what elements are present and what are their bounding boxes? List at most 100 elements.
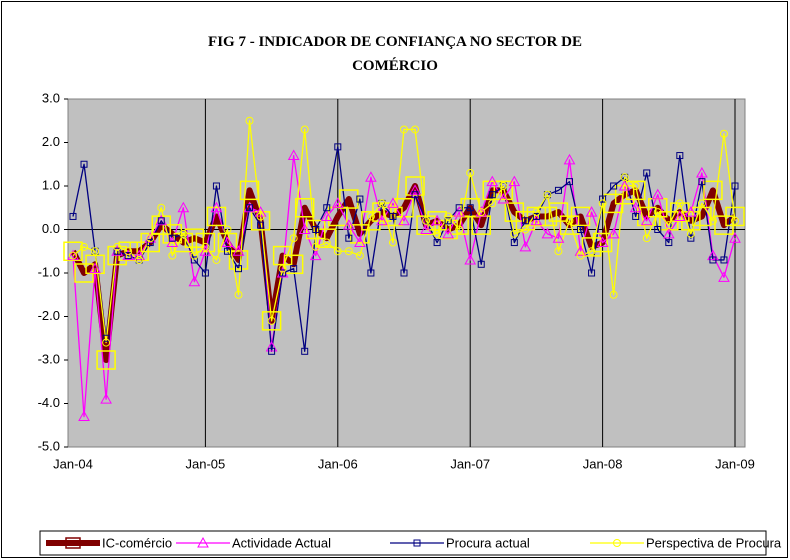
marker bbox=[168, 251, 177, 260]
marker bbox=[144, 232, 157, 243]
marker bbox=[184, 228, 205, 248]
marker bbox=[89, 262, 101, 274]
marker bbox=[455, 225, 464, 234]
marker bbox=[685, 206, 697, 217]
marker bbox=[642, 234, 651, 243]
y-tick-label: 0.0 bbox=[42, 221, 60, 236]
marker bbox=[493, 180, 514, 201]
marker bbox=[453, 206, 466, 217]
marker bbox=[124, 247, 133, 256]
marker bbox=[355, 251, 364, 260]
marker bbox=[177, 201, 190, 213]
marker bbox=[563, 153, 576, 165]
marker bbox=[422, 216, 431, 225]
marker bbox=[433, 229, 442, 238]
marker bbox=[651, 188, 664, 200]
marker bbox=[698, 178, 706, 186]
marker bbox=[521, 225, 530, 234]
marker bbox=[577, 226, 585, 233]
marker bbox=[618, 179, 631, 191]
marker bbox=[543, 190, 552, 199]
marker bbox=[201, 242, 210, 251]
marker bbox=[431, 214, 443, 226]
marker bbox=[91, 247, 100, 256]
marker bbox=[411, 125, 420, 134]
x-tick-label: Jan-04 bbox=[53, 456, 93, 471]
marker bbox=[588, 269, 596, 277]
marker bbox=[409, 184, 421, 195]
marker bbox=[239, 180, 260, 201]
marker bbox=[488, 199, 497, 208]
marker bbox=[444, 217, 452, 225]
marker bbox=[166, 236, 179, 248]
marker bbox=[300, 125, 309, 134]
marker bbox=[221, 236, 234, 248]
marker bbox=[673, 210, 686, 221]
marker bbox=[592, 232, 613, 253]
marker bbox=[464, 253, 477, 265]
marker bbox=[65, 537, 81, 549]
marker bbox=[537, 206, 558, 227]
marker bbox=[552, 232, 565, 243]
marker bbox=[585, 206, 598, 217]
marker bbox=[157, 203, 166, 212]
marker bbox=[133, 249, 146, 261]
marker bbox=[629, 201, 642, 213]
marker bbox=[442, 227, 454, 239]
y-tick-label: -4.0 bbox=[38, 395, 60, 410]
marker bbox=[389, 212, 397, 220]
marker bbox=[345, 234, 353, 242]
marker bbox=[365, 171, 377, 182]
marker bbox=[135, 255, 144, 264]
marker bbox=[173, 232, 194, 253]
marker bbox=[554, 186, 562, 194]
marker bbox=[388, 238, 397, 247]
marker bbox=[223, 247, 231, 255]
marker bbox=[146, 239, 154, 247]
marker bbox=[541, 227, 554, 239]
marker bbox=[339, 189, 359, 209]
marker bbox=[80, 242, 89, 251]
marker bbox=[554, 247, 563, 256]
marker bbox=[265, 340, 278, 352]
marker bbox=[515, 211, 536, 231]
legend-label: Procura actual bbox=[446, 535, 530, 550]
marker bbox=[614, 184, 635, 205]
marker bbox=[477, 260, 485, 268]
marker bbox=[587, 247, 596, 256]
marker bbox=[643, 169, 651, 177]
marker bbox=[488, 191, 496, 199]
y-tick-label: -5.0 bbox=[38, 438, 60, 453]
marker bbox=[261, 311, 282, 331]
marker bbox=[477, 208, 486, 217]
marker bbox=[256, 212, 265, 221]
marker bbox=[146, 234, 155, 243]
marker bbox=[312, 226, 320, 233]
chart-title: FIG 7 - INDICADOR DE CONFIANÇA NO SECTOR… bbox=[208, 34, 582, 74]
legend-label: Perspectiva de Procura bbox=[646, 535, 782, 550]
marker bbox=[640, 214, 653, 226]
marker bbox=[599, 195, 607, 203]
marker bbox=[188, 275, 201, 287]
y-tick-label: 3.0 bbox=[42, 90, 60, 105]
marker bbox=[508, 175, 521, 187]
marker bbox=[212, 255, 221, 264]
marker bbox=[63, 241, 83, 261]
marker bbox=[530, 214, 543, 226]
marker bbox=[212, 182, 220, 190]
marker bbox=[320, 210, 333, 221]
marker bbox=[234, 290, 243, 299]
marker bbox=[113, 242, 122, 251]
legend: IC-comércio Actividade Actual Procura actu… bbox=[39, 530, 782, 556]
marker bbox=[190, 256, 198, 264]
marker bbox=[298, 223, 311, 234]
marker bbox=[311, 242, 320, 251]
y-tick-label: -1.0 bbox=[38, 264, 60, 279]
marker bbox=[80, 160, 88, 168]
marker bbox=[398, 214, 410, 226]
marker bbox=[287, 149, 300, 161]
marker bbox=[664, 221, 673, 230]
marker bbox=[532, 212, 540, 220]
marker bbox=[607, 227, 620, 239]
marker bbox=[482, 180, 503, 201]
